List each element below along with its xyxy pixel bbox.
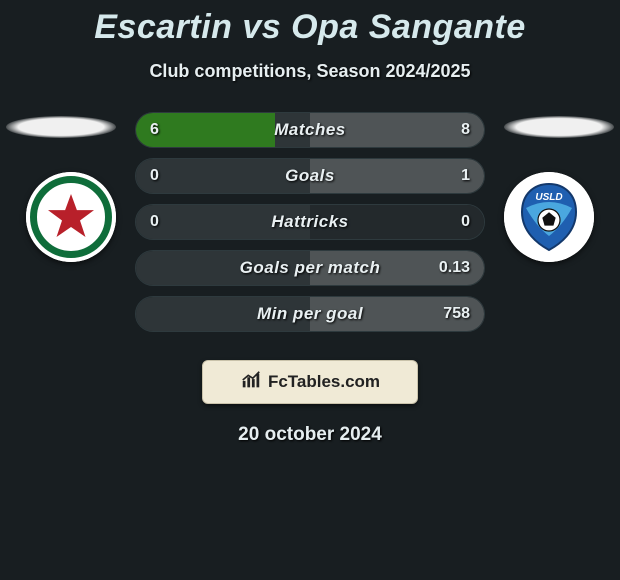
stat-row: Matches6 8 [135, 112, 485, 148]
stat-right-value: 0 [447, 205, 484, 239]
chart-icon [240, 369, 262, 396]
date-label: 20 october 2024 [0, 424, 620, 446]
club-badge-right: USLD [504, 172, 594, 262]
stat-label: Goals [136, 159, 484, 193]
club-badge-left [26, 172, 116, 262]
stat-row: Hattricks0 0 [135, 204, 485, 240]
source-badge[interactable]: FcTables.com [202, 360, 418, 404]
stat-left-value: 0 [136, 159, 173, 193]
stat-label: Matches [136, 113, 484, 147]
stat-label: Hattricks [136, 205, 484, 239]
subtitle: Club competitions, Season 2024/2025 [0, 61, 620, 82]
stat-right-value: 1 [447, 159, 484, 193]
stat-row: Goals0 1 [135, 158, 485, 194]
svg-text:USLD: USLD [535, 192, 562, 203]
source-label: FcTables.com [268, 372, 380, 392]
stat-right-value: 758 [429, 297, 484, 331]
stat-bars: Matches68Goals01Hattricks00Goals per mat… [135, 112, 485, 332]
stat-left-value: 0 [136, 205, 173, 239]
stat-left-value: 6 [136, 113, 173, 147]
stat-row: Min per goal758 [135, 296, 485, 332]
stat-left-value [136, 251, 164, 285]
stat-right-value: 0.13 [425, 251, 484, 285]
redstar-icon [26, 172, 116, 262]
stat-right-value: 8 [447, 113, 484, 147]
player-shadow-right [504, 116, 614, 138]
stat-left-value [136, 297, 164, 331]
usld-icon: USLD [504, 172, 594, 262]
player-shadow-left [6, 116, 116, 138]
chart-area: USLD Matches68Goals01Hattricks00Goals pe… [0, 112, 620, 332]
comparison-widget: Escartin vs Opa Sangante Club competitio… [0, 0, 620, 446]
page-title: Escartin vs Opa Sangante [0, 8, 620, 47]
stat-row: Goals per match0.13 [135, 250, 485, 286]
